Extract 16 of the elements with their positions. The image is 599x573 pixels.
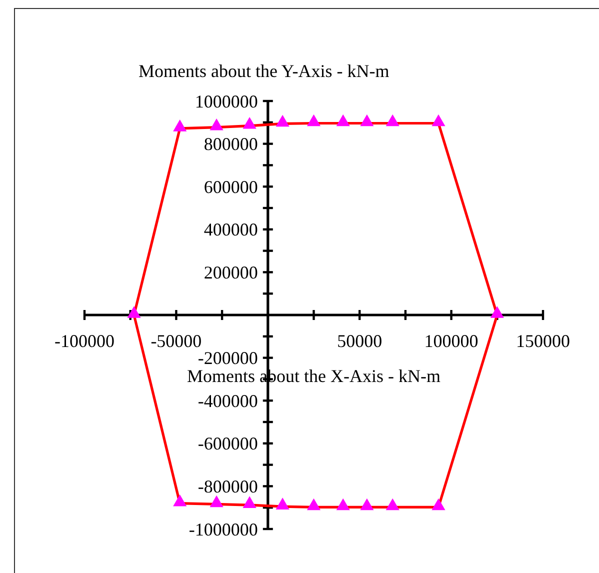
y-tick-label: -400000 — [198, 390, 258, 411]
y-tick-label: 1000000 — [194, 91, 258, 112]
y-tick-label: -800000 — [198, 476, 258, 496]
x-tick-label: 150000 — [516, 331, 570, 351]
x-tick-label: -50000 — [150, 331, 202, 351]
y-axis-title: Moments about the Y-Axis - kN-m — [138, 61, 390, 81]
x-tick-label: 100000 — [424, 331, 478, 351]
y-tick-label: 800000 — [204, 134, 258, 154]
y-tick-label: -200000 — [198, 348, 258, 368]
x-tick-label: 50000 — [337, 331, 382, 351]
y-tick-label: -600000 — [198, 434, 258, 454]
y-tick-label: 200000 — [204, 262, 258, 282]
x-tick-label: -100000 — [54, 331, 114, 351]
y-tick-label: 400000 — [204, 220, 258, 240]
y-tick-label: 600000 — [204, 176, 258, 197]
y-tick-label: -1000000 — [188, 519, 258, 540]
